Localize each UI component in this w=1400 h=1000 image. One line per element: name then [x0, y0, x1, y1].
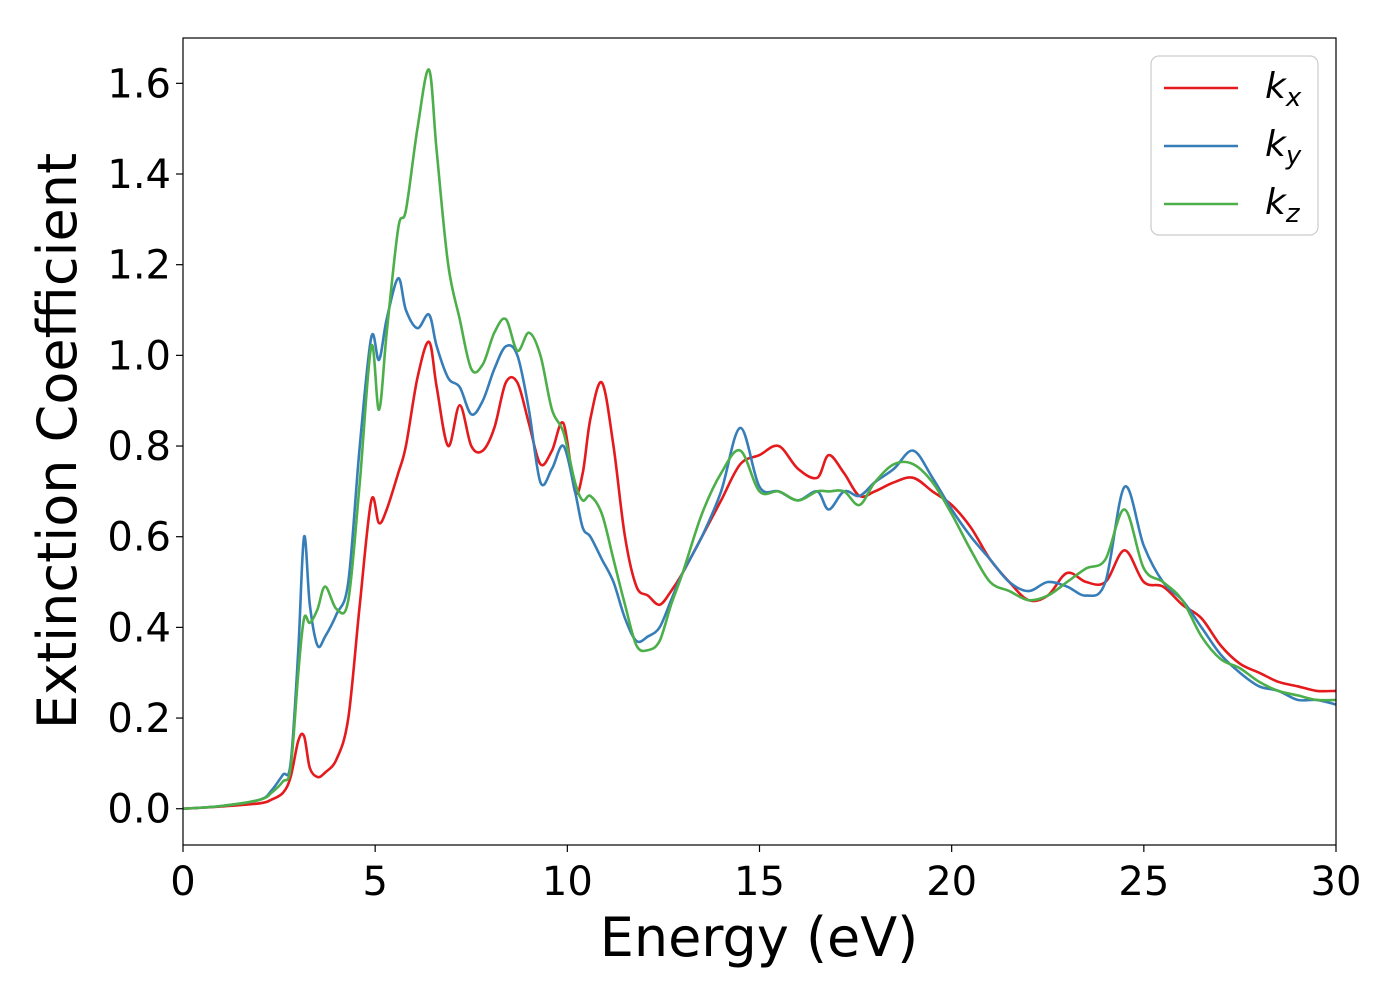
y-tick-label: 0.2: [107, 696, 171, 742]
y-axis-ticks: 0.0 0.2 0.4 0.6 0.8 1.0 1.2 1.4 1.6: [107, 61, 183, 833]
series-line-z: [182, 68, 1337, 810]
y-tick-label: 1.2: [107, 243, 171, 289]
plot-lines: [182, 68, 1337, 810]
x-tick-label: 30: [1311, 859, 1362, 905]
y-tick-label: 1.4: [107, 152, 171, 198]
y-tick-label: 1.6: [107, 61, 171, 107]
legend: kx ky kz: [1150, 55, 1319, 236]
y-tick-label: 0.8: [107, 424, 171, 470]
y-tick-label: 1.0: [107, 333, 171, 379]
series-line-y: [182, 276, 1337, 810]
y-axis-title: Extinction Coefficient: [26, 153, 89, 729]
legend-label-x: kx: [1265, 66, 1302, 113]
legend-label-z: kz: [1265, 182, 1301, 229]
x-axis-title: Energy (eV): [600, 906, 919, 969]
x-axis-ticks: 0 5 10 15 20 25 30: [170, 845, 1361, 905]
y-tick-label: 0.0: [107, 787, 171, 833]
series-line-x: [182, 340, 1337, 810]
y-tick-label: 0.4: [107, 605, 171, 651]
y-tick-label: 0.6: [107, 515, 171, 561]
legend-label-y: ky: [1265, 124, 1302, 171]
x-tick-label: 15: [734, 859, 785, 905]
x-tick-label: 20: [926, 859, 977, 905]
x-tick-label: 5: [362, 859, 387, 905]
x-tick-label: 25: [1118, 859, 1169, 905]
x-tick-label: 0: [170, 859, 195, 905]
x-tick-label: 10: [542, 859, 593, 905]
